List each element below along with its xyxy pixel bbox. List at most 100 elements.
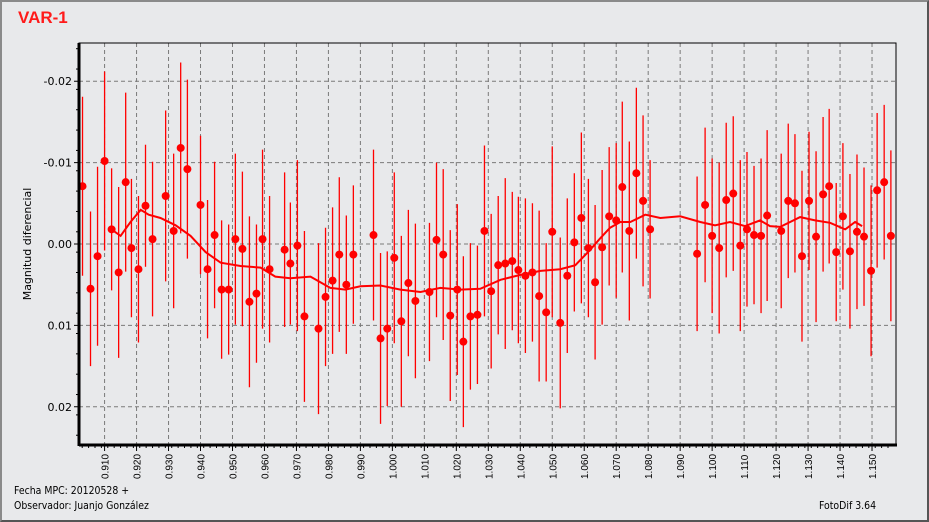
data-point <box>176 143 185 152</box>
data-point <box>612 216 621 225</box>
data-point <box>265 265 274 274</box>
data-point <box>411 296 420 305</box>
x-tick-label: 1.090 <box>676 454 687 479</box>
data-point <box>245 297 254 306</box>
data-point <box>404 279 413 288</box>
data-point <box>736 241 745 250</box>
data-point <box>114 268 123 277</box>
x-tick-label: 0.930 <box>165 454 176 479</box>
data-point <box>757 231 766 240</box>
data-point <box>121 178 130 187</box>
data-point <box>321 292 330 301</box>
data-point <box>880 178 889 187</box>
data-point <box>446 311 455 320</box>
data-point <box>453 285 462 294</box>
x-tick-label: 0.970 <box>292 454 303 479</box>
data-point <box>100 156 109 165</box>
data-point <box>494 261 503 270</box>
data-point <box>293 241 302 250</box>
x-tick-label: 1.010 <box>420 454 431 479</box>
data-point <box>425 288 434 297</box>
data-point <box>729 189 738 198</box>
data-point <box>750 231 759 240</box>
data-point <box>790 199 799 208</box>
data-point <box>107 225 116 234</box>
data-point <box>480 226 489 235</box>
y-tick-label: 0.01 <box>48 319 73 332</box>
x-tick-label: 1.100 <box>708 454 719 479</box>
y-tick-label: 0.00 <box>48 238 73 251</box>
data-point <box>196 200 205 209</box>
grid <box>79 43 896 445</box>
x-tick-label: 1.130 <box>804 454 815 479</box>
x-tick-label: 1.030 <box>484 454 495 479</box>
data-point <box>542 308 551 317</box>
y-axis-label: Magnitud diferencial <box>21 188 34 301</box>
data-point <box>432 235 441 244</box>
data-point <box>86 284 95 293</box>
data-point <box>280 245 289 254</box>
data-point <box>825 182 834 191</box>
data-point <box>127 244 136 253</box>
data-point <box>708 231 717 240</box>
x-tick-label: 1.150 <box>868 454 879 479</box>
fecha-mpc: Fecha MPC: 20120528 + <box>14 484 130 497</box>
y-tick-label: -0.01 <box>44 157 72 170</box>
data-point <box>508 257 517 266</box>
observer: Observador: Juanjo González <box>14 499 149 512</box>
data-point <box>693 249 702 258</box>
data-point <box>838 212 847 221</box>
x-tick-label: 1.040 <box>516 454 527 479</box>
x-tick-label: 1.000 <box>388 454 399 479</box>
data-point <box>598 243 607 252</box>
data-point <box>591 278 600 287</box>
x-tick-label: 1.080 <box>644 454 655 479</box>
error-bars <box>81 62 892 428</box>
data-point <box>501 259 510 268</box>
data-point <box>548 227 557 236</box>
y-tick-label: -0.02 <box>44 75 72 88</box>
x-tick-label: 1.020 <box>452 454 463 479</box>
data-point <box>873 186 882 195</box>
data-point <box>763 211 772 220</box>
x-tick-label: 0.990 <box>356 454 367 479</box>
data-point <box>390 253 399 262</box>
data-point <box>646 225 655 234</box>
data-point <box>183 165 192 174</box>
data-point <box>335 250 344 259</box>
data-point <box>845 247 854 256</box>
data-point <box>528 268 537 277</box>
data-point <box>556 318 565 327</box>
data-point <box>258 235 267 244</box>
data-point <box>473 310 482 319</box>
x-tick-label: 0.980 <box>324 454 335 479</box>
data-point <box>618 183 627 192</box>
data-point <box>439 250 448 259</box>
data-point <box>570 238 579 247</box>
trend-line-path <box>112 208 863 294</box>
data-point <box>722 196 731 205</box>
data-points <box>78 143 895 346</box>
data-point <box>487 287 496 296</box>
data-point <box>535 292 544 301</box>
y-tick-label: 0.02 <box>48 401 73 414</box>
data-point <box>210 231 219 240</box>
data-point <box>867 266 876 275</box>
data-point <box>563 271 572 280</box>
x-tick-label: 1.050 <box>548 454 559 479</box>
x-tick-label: 0.910 <box>101 454 112 479</box>
data-point <box>238 244 247 253</box>
data-point <box>625 226 634 235</box>
data-point <box>852 227 861 236</box>
software-version: FotoDif 3.64 <box>819 499 877 512</box>
data-point <box>514 266 523 275</box>
data-point <box>459 337 468 346</box>
data-point <box>141 201 150 210</box>
data-point <box>300 312 309 321</box>
data-point <box>715 244 724 253</box>
axes: 0.910 0.920 0.930 0.940 0.950 0.960 0.970 0.980… <box>44 42 897 479</box>
x-tick-label: 1.140 <box>836 454 847 479</box>
trend-line <box>112 208 863 294</box>
